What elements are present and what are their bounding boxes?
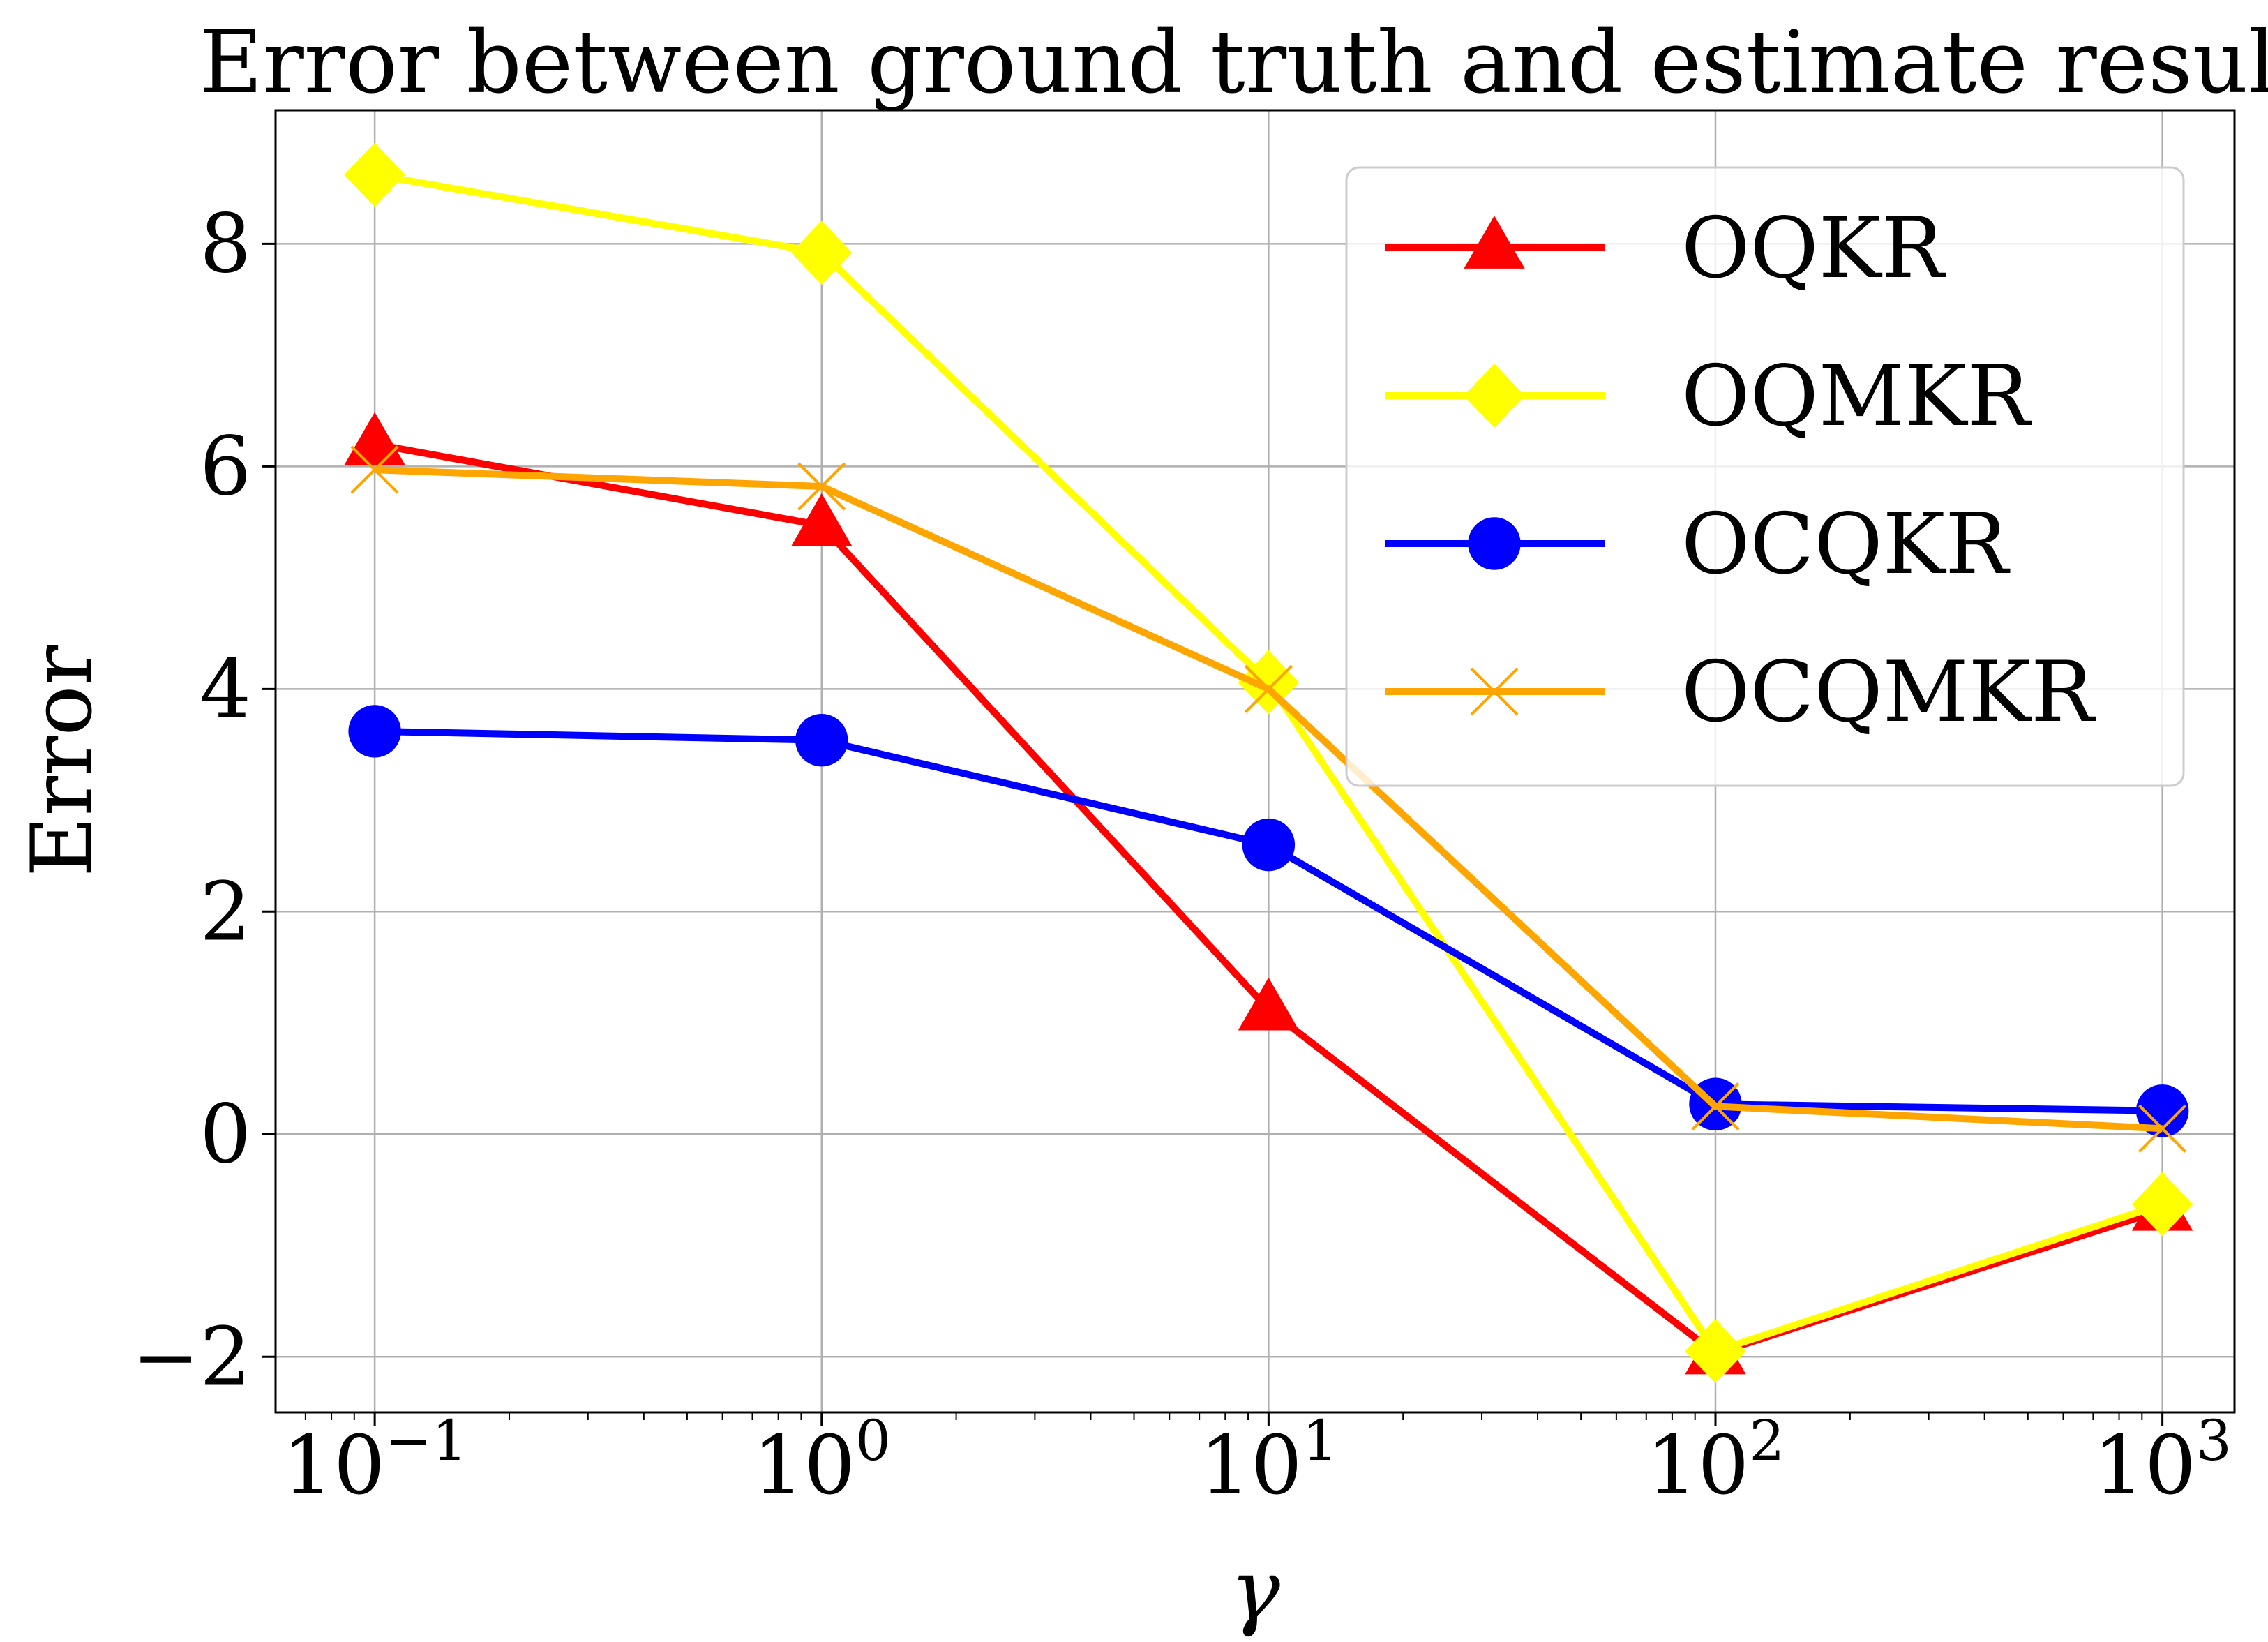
tick-label-layer: 10−1 100 101 102 103 −2 0 2 4 6 8	[132, 197, 2232, 1513]
legend-label: OCQKR	[1681, 496, 2011, 593]
x-marker-stroke	[350, 445, 399, 494]
plot-frame	[274, 109, 2236, 1414]
legend-entry-ocqkr: OCQKR	[1385, 496, 2011, 593]
series-ocqkr	[348, 705, 2189, 1137]
circle-marker	[1468, 517, 1521, 570]
triangle-marker	[344, 412, 405, 465]
diamond-marker	[2131, 1172, 2193, 1237]
triangle-marker	[1464, 216, 1525, 269]
circle-marker	[795, 713, 848, 767]
x-tick-label: 103	[2093, 1408, 2232, 1513]
y-tick-label: 0	[200, 1087, 251, 1181]
triangle-marker	[791, 493, 853, 546]
circle-marker	[348, 705, 401, 758]
diamond-marker	[344, 142, 405, 207]
x-marker	[1691, 1082, 1740, 1130]
x-tick-label: 10−1	[282, 1408, 467, 1513]
legend-entry-oqmkr: OQMKR	[1385, 348, 2032, 445]
x-marker-stroke	[1244, 664, 1293, 713]
diamond-marker	[1238, 650, 1300, 715]
x-marker	[2138, 1104, 2187, 1153]
legend-label: OCQMKR	[1681, 644, 2096, 741]
x-marker	[350, 445, 399, 494]
diamond-marker	[1685, 1319, 1746, 1384]
x-marker	[797, 462, 846, 511]
y-tick-label: 6	[200, 419, 251, 514]
circle-marker	[2135, 1084, 2189, 1137]
triangle-marker	[1238, 977, 1300, 1031]
chart-title: Error between ground truth and estimate …	[200, 13, 2268, 113]
series-layer	[344, 142, 2193, 1384]
tick-layer	[262, 242, 2164, 1426]
x-tick-label: 102	[1646, 1408, 1785, 1513]
legend-label: OQKR	[1681, 200, 1946, 297]
diamond-marker	[791, 221, 853, 285]
series-ocqmkr	[350, 445, 2187, 1153]
legend-box	[1345, 166, 2185, 787]
diamond-marker	[1464, 364, 1525, 428]
y-axis-label: Error	[14, 645, 111, 877]
legend-entry-oqkr: OQKR	[1385, 200, 1946, 297]
x-marker-stroke	[797, 462, 846, 511]
x-axis-label: γ	[1230, 1542, 1280, 1639]
legend-entry-ocqmkr: OCQMKR	[1385, 644, 2096, 741]
x-marker-stroke	[1470, 667, 1519, 716]
legend: OQKR OQMKR OCQKR OCQMKR	[1345, 166, 2185, 787]
y-tick-label: 2	[200, 865, 251, 959]
x-marker-stroke	[2138, 1104, 2187, 1153]
x-marker	[1470, 667, 1519, 716]
x-marker	[1244, 664, 1293, 713]
x-marker-stroke	[1691, 1082, 1740, 1130]
y-tick-label: 8	[200, 197, 251, 291]
series-oqmkr	[344, 142, 2193, 1384]
y-tick-label: −2	[132, 1310, 251, 1404]
legend-label: OQMKR	[1681, 348, 2032, 445]
y-tick-label: 4	[200, 642, 251, 736]
circle-marker	[1242, 818, 1296, 872]
x-tick-label: 101	[1199, 1408, 1338, 1513]
x-tick-label: 100	[752, 1408, 891, 1513]
